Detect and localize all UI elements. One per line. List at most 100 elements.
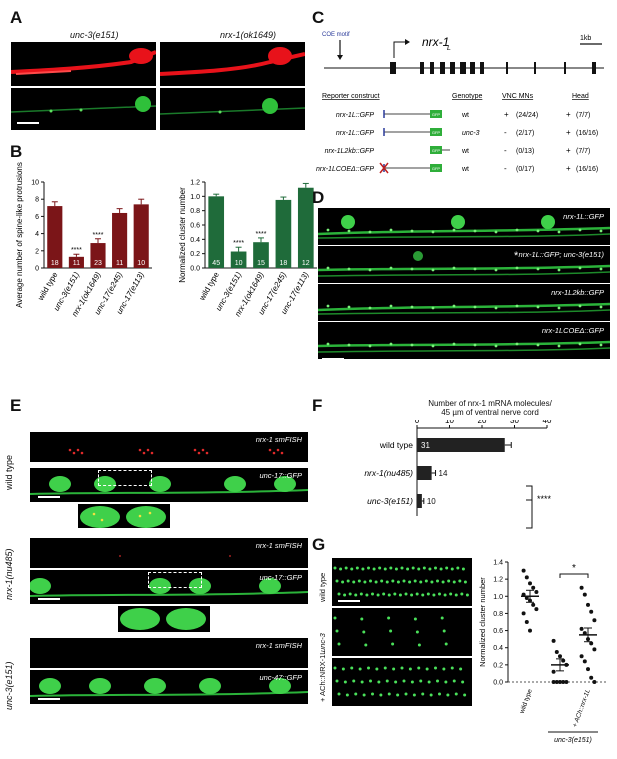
significance-stars: **** [233,240,244,247]
cluster-dot [396,580,400,584]
cluster-dot [445,566,449,570]
head-count: (7/7) [576,148,590,155]
cluster-dot [350,666,354,670]
gfp-box-label: GFP [432,148,441,153]
puncta [452,342,456,346]
cluster-dot [425,667,429,671]
puncta [431,268,435,272]
inset-box [148,572,202,588]
n-label: 11 [116,260,123,267]
panel-d-strip-label: nrx-1LCOEΔ::GFP [541,326,604,335]
y-tick-label: 1.0 [190,194,200,201]
significance-stars: **** [256,231,267,238]
panel-a-left-title: unc-3(e151) [70,30,119,40]
cluster-dot [452,679,456,683]
data-point [579,626,584,631]
panel-e-inset-image [118,606,210,632]
cluster-dot [415,592,419,596]
n-label: 15 [257,260,265,267]
gene-name-sub: L [447,45,451,52]
gfp-label: unc-17::GFP [259,573,302,582]
data-point [589,675,594,680]
data-point [561,680,566,684]
n-label: 14 [439,469,448,478]
gfp-label: unc-17::GFP [259,471,302,480]
fish-dot [229,555,231,557]
cluster-dot [404,692,408,696]
cluster-dot [419,580,423,584]
data-point [528,628,532,633]
cell-body [126,506,166,528]
data-point [561,658,566,663]
cluster-dot [389,566,393,570]
panel-a-image-red-right [160,42,305,86]
x-tick-label: 0 [415,420,420,425]
cluster-dot [348,592,352,596]
cluster-dot [438,592,441,596]
puncta [473,229,477,233]
vnc-sign: - [504,128,507,137]
cluster-dot [369,679,372,683]
cluster-dot [387,593,391,597]
puncta [599,267,603,271]
cluster-dot [365,593,369,597]
gfp-box [430,164,442,172]
nerve-cord [318,340,610,348]
panel-e-inset-image [78,504,170,528]
vnc-count: (0/13) [516,148,534,155]
x-tick-label: 30 [510,420,519,425]
cluster-dot [438,692,441,696]
panel-e-fish-image: nrx-1 smFISH [30,538,308,568]
puncta [599,229,603,233]
y-tick-label: 1.0 [493,594,503,601]
fish-dot [276,448,280,452]
cell-body [49,476,71,492]
panel-d-strip-drawing [318,251,610,277]
cluster-dot [406,567,410,571]
gfp-box [430,128,442,136]
panel-f-title: Number of nrx-1 mRNA molecules/ 45 µm of… [380,399,600,417]
gfp-box-label: GFP [432,112,441,117]
puncta [368,306,372,310]
y-tick-label: 1.4 [493,560,503,567]
fish-dot [201,448,205,452]
scale-bar [38,496,60,498]
cluster-dot [358,667,362,671]
panel-e-fish-image: nrx-1 smFISH [30,638,308,668]
puncta [473,305,477,309]
n-label: 45 [212,260,220,267]
x-tick-label: + ACh::nrx-1L [572,688,592,728]
fish-dot [68,448,72,452]
data-point [521,611,526,616]
construct-label: nrx-1L::GFP [336,130,374,137]
nerve-cord [318,233,610,239]
cluster-dot [450,666,454,670]
cluster-dot [337,642,341,646]
bar [417,494,422,508]
cluster-dot [436,679,439,683]
data-point [551,638,556,643]
cluster-dot [413,579,417,583]
puncta [389,266,393,270]
data-point [592,618,597,623]
header-genotype: Genotype [452,93,482,100]
cluster-dot [413,617,417,621]
y-tick-label: 0.0 [190,266,200,273]
fish-dot [142,451,146,455]
panel-d-strip-label: nrx-1L::GFP; unc-3(e151) [518,250,604,259]
y-tick-label: 0.8 [493,611,503,618]
puncta [536,343,540,347]
panel-e-gfp-image: unc-47::GFP [30,670,308,704]
fish-dot [92,512,96,516]
cluster-dot [454,692,458,696]
gfp-label: unc-47::GFP [259,673,302,682]
data-point [582,592,587,597]
cluster-dot [335,579,339,583]
panel-c-gene-diagram: COE motif nrx-1 L 1kb Reporter construct… [316,32,604,174]
data-point [592,680,597,684]
cluster-dot [337,592,341,596]
cell-body [269,678,291,694]
gfp-box [430,146,442,154]
gfp-drawing [30,476,308,495]
vnc-count: (2/17) [516,130,534,137]
